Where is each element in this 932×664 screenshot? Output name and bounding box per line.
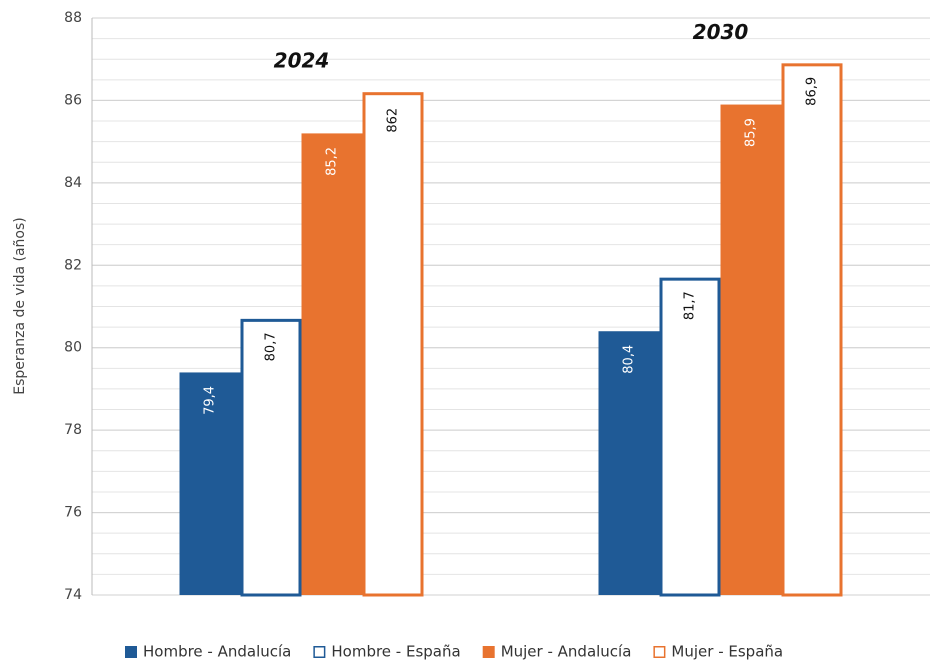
bar [720,104,782,596]
y-tick-label: 76 [64,505,82,521]
category-label: 2024 [274,49,330,73]
legend-swatch [313,646,326,658]
value-label: 862 [386,108,401,133]
category-label: 2030 [693,20,749,44]
bar [781,63,843,597]
value-label: 85,9 [744,118,759,147]
legend-swatch [653,646,666,658]
bar [179,372,241,595]
legend-swatch [482,646,495,658]
bar [240,318,302,597]
value-label: 79,4 [203,386,218,415]
legend-label: Mujer - España [671,643,783,661]
legend-label: Hombre - España [331,643,460,661]
y-tick-label: 80 [64,340,82,356]
legend: Hombre - Andalucía Hombre - España Mujer -… [125,643,783,661]
bar [659,277,721,597]
legend-swatch [125,646,137,658]
value-label: 85,2 [325,147,340,176]
value-label: 86,9 [805,77,820,106]
bar [598,331,660,595]
legend-label: Hombre - Andalucía [143,643,291,661]
y-tick-label: 86 [64,92,82,108]
value-label: 81,7 [683,291,698,320]
y-tick-label: 78 [64,422,82,438]
y-tick-label: 74 [64,587,82,603]
y-tick-label: 88 [64,10,82,26]
value-label: 80,4 [622,345,637,374]
y-axis-label: Esperanza de vida (años) [12,217,28,395]
bar [362,92,424,597]
value-label: 80,7 [264,332,279,361]
y-tick-label: 82 [64,257,82,273]
legend-label: Mujer - Andalucía [501,643,632,661]
y-tick-label: 84 [64,175,82,191]
bar [301,133,363,595]
